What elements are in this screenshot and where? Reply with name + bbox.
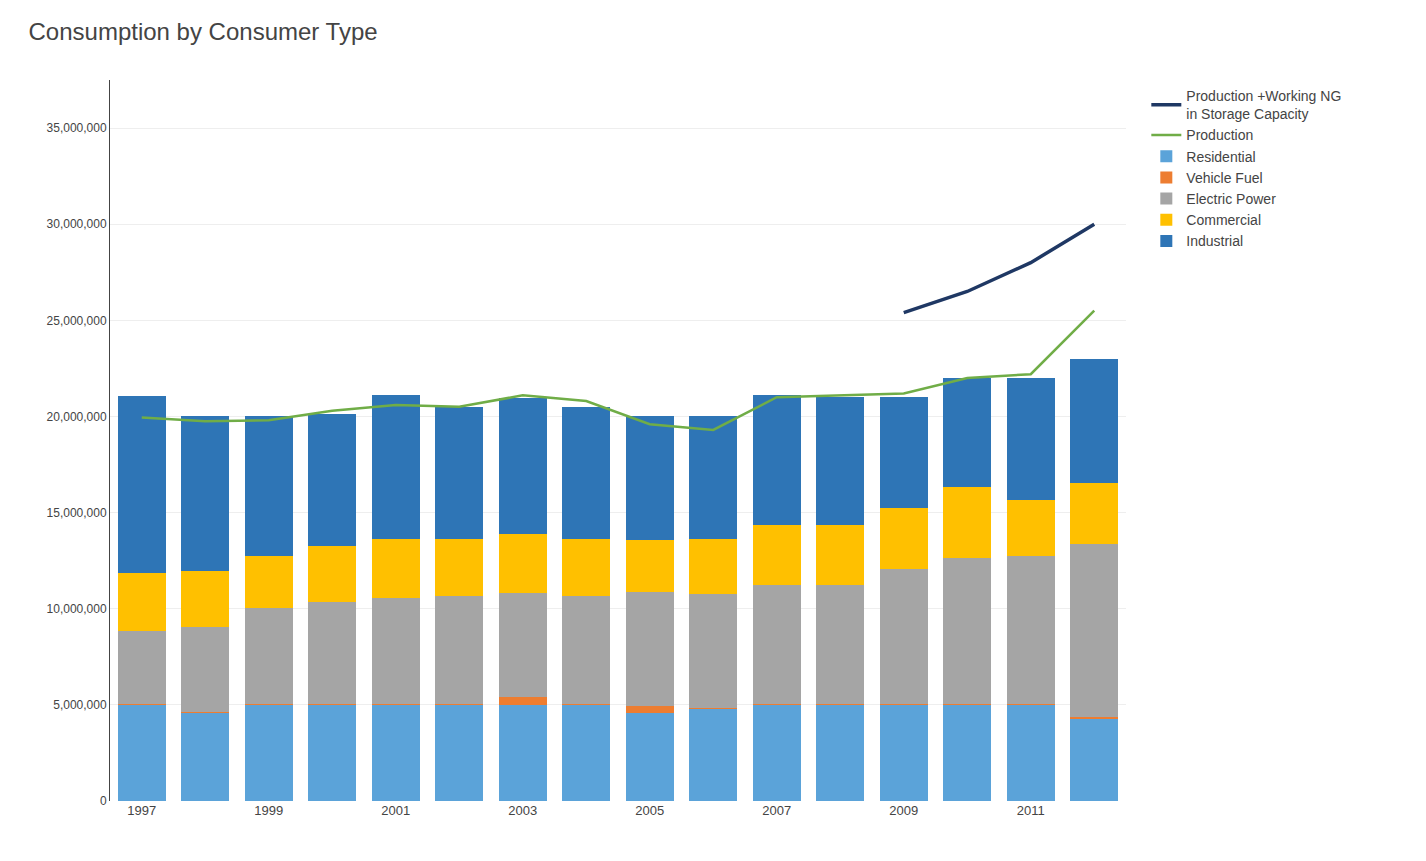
- svg-text:2001: 2001: [381, 803, 410, 818]
- svg-text:2007: 2007: [762, 803, 791, 818]
- svg-text:2005: 2005: [635, 803, 664, 818]
- svg-text:30,000,000: 30,000,000: [47, 217, 107, 231]
- svg-text:Electric Power: Electric Power: [1186, 191, 1276, 207]
- svg-text:0: 0: [100, 794, 107, 808]
- svg-text:Industrial: Industrial: [1186, 233, 1243, 249]
- svg-text:Production +Working NGin Stora: Production +Working NGin Storage Capacit…: [1186, 88, 1341, 122]
- svg-text:5,000,000: 5,000,000: [53, 698, 107, 712]
- svg-text:2009: 2009: [889, 803, 918, 818]
- svg-text:Residential: Residential: [1186, 149, 1255, 165]
- svg-text:2003: 2003: [508, 803, 537, 818]
- svg-text:35,000,000: 35,000,000: [47, 121, 107, 135]
- svg-text:2011: 2011: [1017, 803, 1045, 818]
- svg-text:1999: 1999: [254, 803, 283, 818]
- svg-text:Commercial: Commercial: [1186, 212, 1261, 228]
- svg-text:15,000,000: 15,000,000: [47, 506, 107, 520]
- svg-text:Consumption by Consumer Type: Consumption by Consumer Type: [29, 18, 378, 45]
- svg-text:Vehicle Fuel: Vehicle Fuel: [1186, 170, 1262, 186]
- svg-text:25,000,000: 25,000,000: [47, 314, 107, 328]
- svg-text:Production: Production: [1186, 127, 1253, 143]
- svg-text:10,000,000: 10,000,000: [47, 602, 107, 616]
- svg-text:1997: 1997: [127, 803, 156, 818]
- svg-text:20,000,000: 20,000,000: [47, 410, 107, 424]
